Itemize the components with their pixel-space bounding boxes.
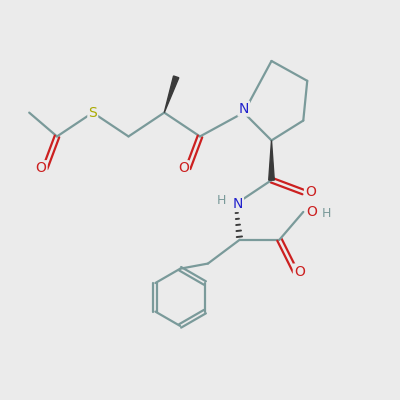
Text: H: H <box>216 194 226 207</box>
Text: O: O <box>178 161 189 175</box>
Polygon shape <box>269 140 274 180</box>
Polygon shape <box>164 76 179 113</box>
Text: S: S <box>88 106 97 120</box>
Text: O: O <box>36 161 46 175</box>
Text: N: N <box>238 102 249 116</box>
Text: O: O <box>306 205 317 219</box>
Text: N: N <box>232 197 243 211</box>
Text: H: H <box>322 207 331 220</box>
Text: O: O <box>305 185 316 199</box>
Text: O: O <box>294 264 305 278</box>
